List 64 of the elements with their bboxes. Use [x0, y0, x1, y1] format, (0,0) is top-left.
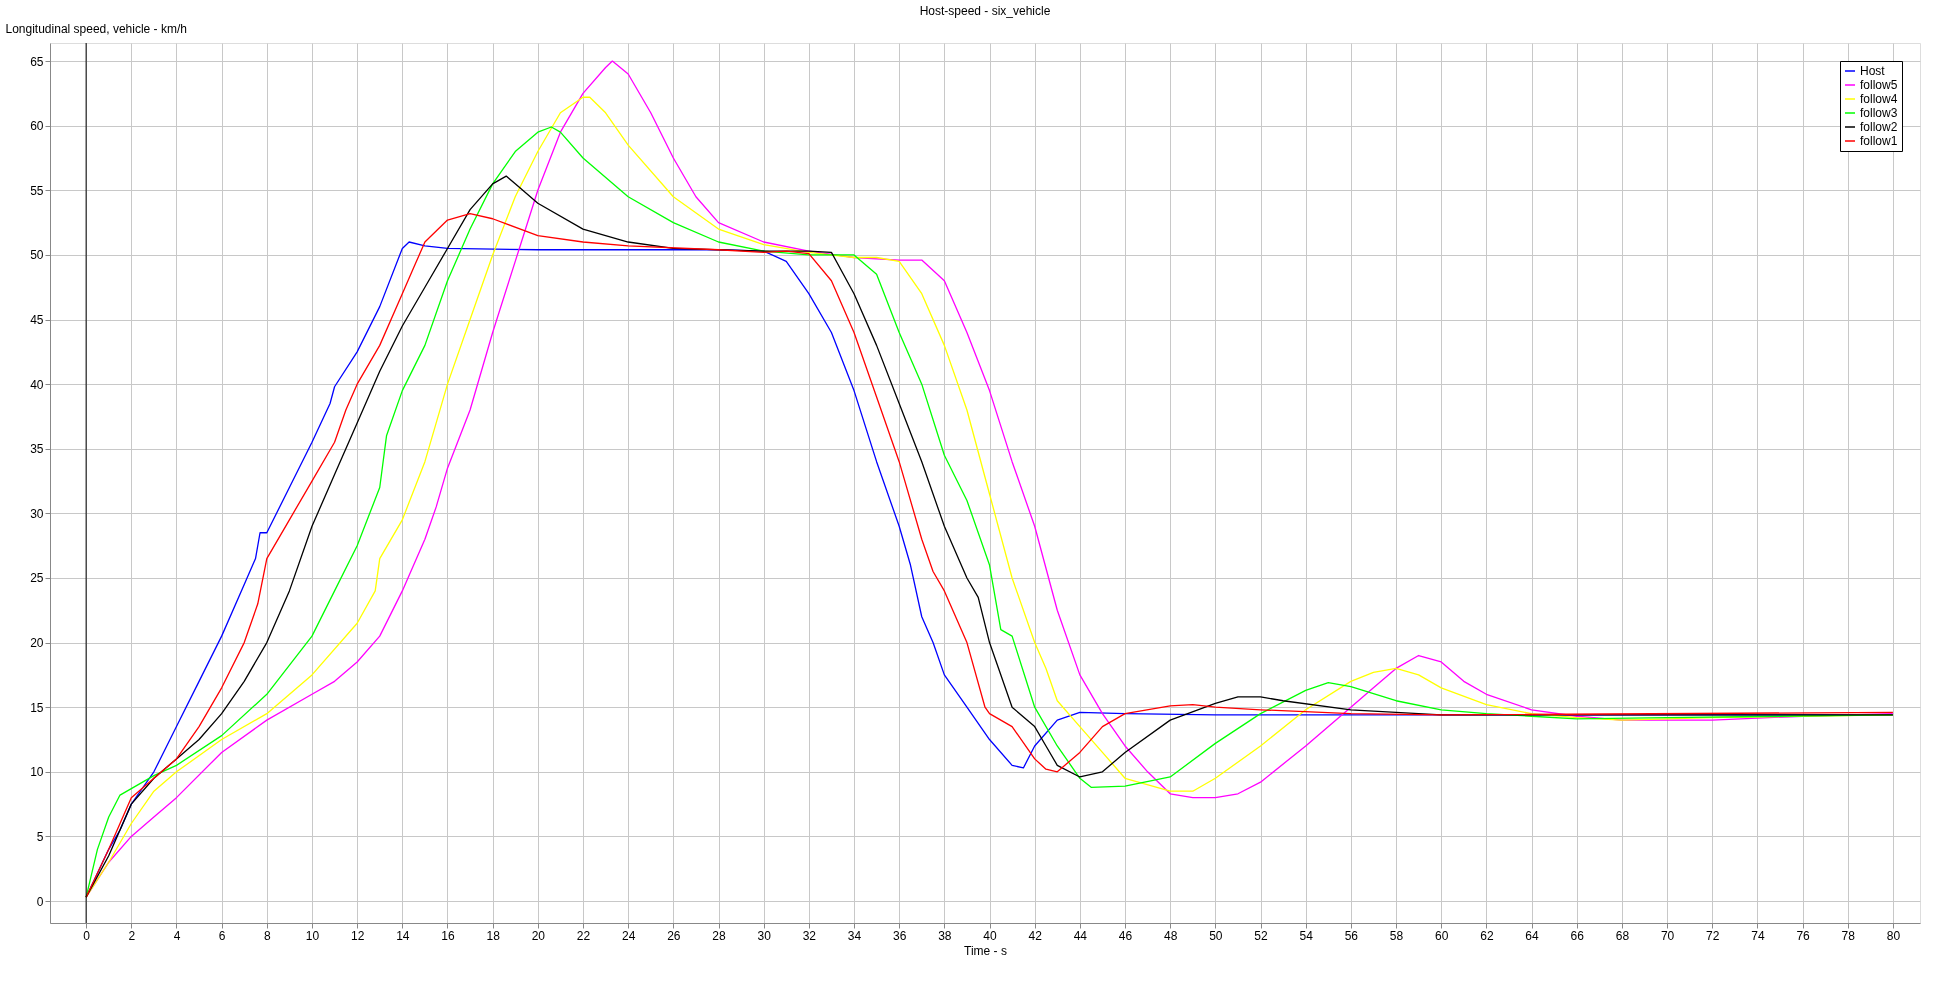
- y-tick-label: 15: [30, 700, 44, 715]
- legend-label: follow5: [1860, 78, 1898, 92]
- chart-title: Host-speed - six_vehicle: [919, 4, 1051, 18]
- x-tick-label: 70: [1660, 928, 1675, 943]
- y-tick-label: 5: [36, 829, 44, 844]
- y-tick-label: 45: [30, 313, 44, 328]
- x-axis-title: Time - s: [964, 943, 1007, 958]
- x-tick-label: 80: [1886, 928, 1901, 943]
- y-tick-label: 30: [30, 506, 44, 521]
- x-tick-label: 14: [396, 928, 410, 943]
- x-tick-label: 18: [486, 928, 501, 943]
- x-tick-label: 52: [1254, 928, 1269, 943]
- x-tick-label: 58: [1389, 928, 1404, 943]
- y-tick-label: 0: [36, 894, 44, 909]
- x-tick-label: 12: [350, 928, 365, 943]
- legend-label: follow1: [1860, 134, 1898, 148]
- x-tick-label: 54: [1299, 928, 1314, 943]
- y-tick-label: 25: [30, 571, 44, 586]
- y-tick-label: 10: [30, 765, 44, 780]
- legend-label: follow2: [1860, 120, 1898, 134]
- x-tick-label: 22: [576, 928, 591, 943]
- y-tick-label: 60: [30, 119, 44, 134]
- y-tick-label: 55: [30, 183, 44, 198]
- x-tick-label: 28: [712, 928, 726, 943]
- x-tick-label: 72: [1706, 928, 1720, 943]
- x-tick-label: 64: [1525, 928, 1540, 943]
- x-tick-label: 10: [305, 928, 320, 943]
- x-tick-label: 40: [983, 928, 998, 943]
- x-tick-label: 48: [1164, 928, 1178, 943]
- x-tick-label: 2: [128, 928, 136, 943]
- x-tick-label: 60: [1435, 928, 1449, 943]
- x-tick-label: 78: [1841, 928, 1856, 943]
- legend-label: follow4: [1860, 92, 1898, 106]
- x-tick-label: 20: [531, 928, 546, 943]
- x-tick-label: 0: [83, 928, 91, 943]
- x-tick-label: 26: [667, 928, 681, 943]
- x-tick-label: 4: [173, 928, 181, 943]
- x-tick-label: 36: [893, 928, 907, 943]
- x-tick-label: 66: [1570, 928, 1585, 943]
- y-tick-label: 50: [30, 248, 44, 263]
- x-tick-label: 38: [938, 928, 952, 943]
- legend-label: follow3: [1860, 106, 1898, 120]
- x-tick-label: 62: [1480, 928, 1494, 943]
- x-tick-label: 46: [1118, 928, 1133, 943]
- x-tick-label: 56: [1344, 928, 1359, 943]
- x-tick-label: 16: [441, 928, 455, 943]
- x-tick-label: 30: [757, 928, 772, 943]
- y-tick-label: 40: [30, 377, 44, 392]
- x-tick-label: 42: [1028, 928, 1043, 943]
- y-tick-label: 35: [30, 442, 44, 457]
- x-tick-label: 68: [1615, 928, 1630, 943]
- x-tick-label: 76: [1796, 928, 1811, 943]
- x-tick-label: 32: [802, 928, 817, 943]
- y-axis-title: Longitudinal speed, vehicle - km/h: [5, 21, 187, 36]
- x-tick-label: 24: [621, 928, 636, 943]
- x-tick-label: 50: [1209, 928, 1223, 943]
- y-tick-label: 20: [30, 636, 44, 651]
- x-tick-label: 8: [263, 928, 271, 943]
- x-tick-label: 74: [1751, 928, 1765, 943]
- y-tick-label: 65: [30, 54, 44, 69]
- x-tick-label: 6: [218, 928, 226, 943]
- x-tick-label: 34: [847, 928, 862, 943]
- x-tick-label: 44: [1073, 928, 1088, 943]
- legend-label: Host: [1860, 64, 1886, 78]
